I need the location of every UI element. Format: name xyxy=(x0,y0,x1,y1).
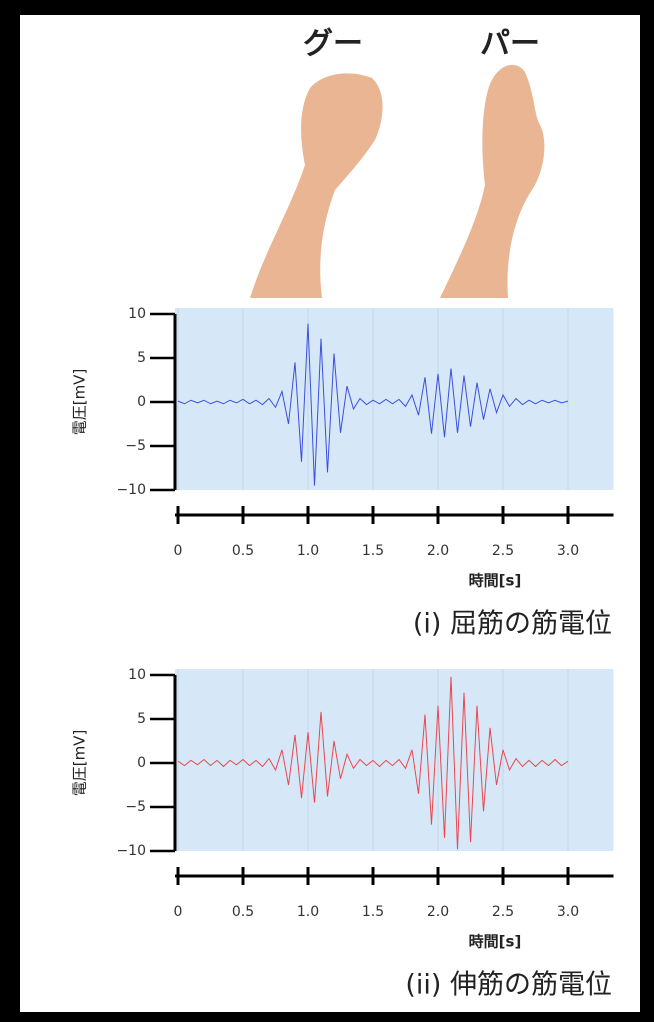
chart-title: (i) 屈筋の筋電位 xyxy=(413,609,612,640)
signal-line xyxy=(177,676,569,850)
open-hand xyxy=(440,64,545,298)
x-tick-label: 2.0 xyxy=(427,543,449,559)
y-tick-label: 10 xyxy=(128,667,146,683)
y-tick-label: −10 xyxy=(116,482,146,498)
y-axis-label: 電圧[mV] xyxy=(71,369,89,436)
x-tick-label: 0.5 xyxy=(232,904,254,920)
x-tick-label: 1.5 xyxy=(362,543,384,559)
x-tick-label: 2.5 xyxy=(492,543,514,559)
y-tick-label: −5 xyxy=(125,799,146,815)
y-tick-label: 5 xyxy=(137,711,146,727)
y-tick-label: 0 xyxy=(137,755,146,771)
fist-hand xyxy=(250,73,383,298)
x-tick-label: 0 xyxy=(174,904,183,920)
label-gu: グー xyxy=(303,27,363,62)
signal-line xyxy=(177,323,569,486)
x-axis-label: 時間[s] xyxy=(469,572,522,590)
y-tick-label: −5 xyxy=(125,438,146,454)
y-tick-label: 5 xyxy=(137,350,146,366)
x-tick-label: 1.0 xyxy=(297,543,319,559)
x-tick-label: 3.0 xyxy=(557,904,579,920)
y-axis-label: 電圧[mV] xyxy=(71,730,89,797)
y-tick-label: 0 xyxy=(137,394,146,410)
label-pa: パー xyxy=(480,27,540,62)
x-tick-label: 3.0 xyxy=(557,543,579,559)
x-axis-label: 時間[s] xyxy=(469,933,522,951)
plot-area xyxy=(175,308,614,490)
x-tick-label: 1.0 xyxy=(297,904,319,920)
x-tick-label: 0.5 xyxy=(232,543,254,559)
x-tick-label: 1.5 xyxy=(362,904,384,920)
y-tick-label: −10 xyxy=(116,843,146,859)
chart-title: (ii) 伸筋の筋電位 xyxy=(405,970,612,1001)
x-tick-label: 0 xyxy=(174,543,183,559)
x-tick-label: 2.5 xyxy=(492,904,514,920)
y-tick-label: 10 xyxy=(128,306,146,322)
x-tick-label: 2.0 xyxy=(427,904,449,920)
plot-area xyxy=(175,669,614,851)
